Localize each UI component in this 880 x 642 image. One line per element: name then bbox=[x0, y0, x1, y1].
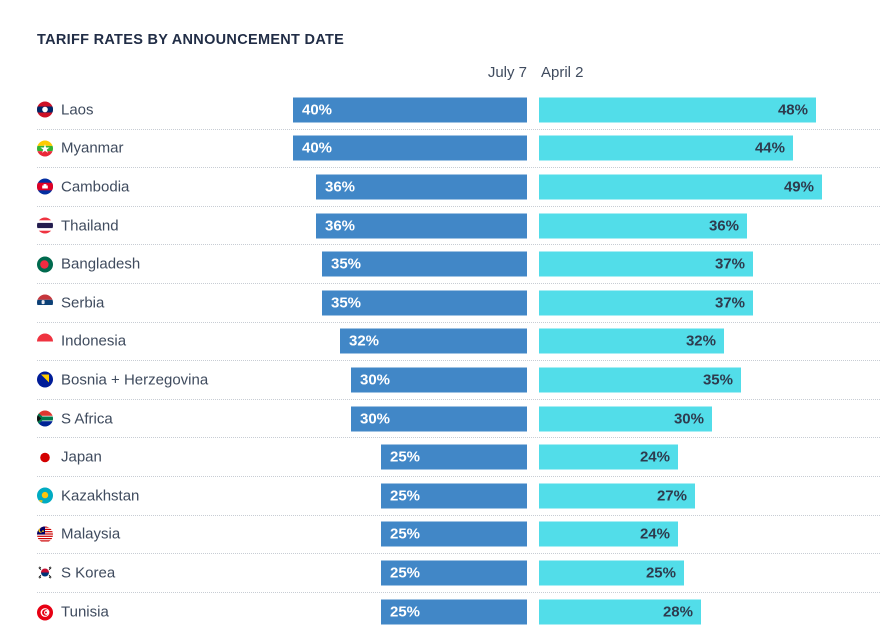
country-label: S Africa bbox=[61, 410, 113, 428]
july-bar: 25% bbox=[381, 599, 527, 625]
country-label: Indonesia bbox=[61, 332, 127, 350]
column-header-april2: April 2 bbox=[541, 64, 584, 81]
country-cell: Bosnia + Herzegovina bbox=[37, 371, 208, 388]
july-bar: 30% bbox=[351, 367, 527, 393]
april-bar: 28% bbox=[539, 599, 701, 625]
april-bar: 37% bbox=[539, 251, 753, 277]
malaysia-flag-icon bbox=[37, 526, 53, 543]
chart-title: TARIFF RATES BY ANNOUNCEMENT DATE bbox=[37, 32, 345, 48]
country-label: Malaysia bbox=[61, 525, 121, 543]
s-africa-flag-icon bbox=[37, 410, 53, 427]
table-row: Indonesia 32% 32% bbox=[37, 323, 880, 362]
july-bar: 32% bbox=[340, 328, 527, 354]
country-cell: Japan bbox=[37, 449, 102, 466]
table-row: Malaysia 25% 24% bbox=[37, 516, 880, 555]
july-bar: 25% bbox=[381, 483, 527, 509]
april-bar: 24% bbox=[539, 521, 678, 547]
country-cell: Tunisia bbox=[37, 604, 109, 621]
july-bar: 25% bbox=[381, 521, 527, 547]
july-bar: 35% bbox=[322, 290, 527, 316]
april-bar: 24% bbox=[539, 444, 678, 470]
indonesia-flag-icon bbox=[37, 333, 53, 350]
chart-rows: Laos 40% 48% Myanmar 40% 44% Cambodia 36… bbox=[37, 91, 880, 631]
country-cell: Cambodia bbox=[37, 178, 129, 195]
myanmar-flag-icon bbox=[37, 140, 53, 157]
country-label: Serbia bbox=[61, 294, 105, 312]
april-bar: 27% bbox=[539, 483, 695, 509]
country-label: Bangladesh bbox=[61, 255, 141, 273]
table-row: Japan 25% 24% bbox=[37, 438, 880, 477]
country-label: Kazakhstan bbox=[61, 487, 140, 505]
april-bar: 30% bbox=[539, 406, 712, 432]
country-cell: Malaysia bbox=[37, 526, 120, 543]
july-bar: 35% bbox=[322, 251, 527, 277]
country-label: Laos bbox=[61, 101, 94, 119]
table-row: Thailand 36% 36% bbox=[37, 207, 880, 246]
country-label: Bosnia + Herzegovina bbox=[61, 371, 209, 389]
country-label: S Korea bbox=[61, 564, 116, 582]
july-bar: 36% bbox=[316, 213, 527, 239]
april-bar: 32% bbox=[539, 328, 724, 354]
country-label: Japan bbox=[61, 448, 102, 466]
tunisia-flag-icon bbox=[37, 604, 53, 621]
s-korea-flag-icon bbox=[37, 564, 53, 581]
table-row: S Korea 25% 25% bbox=[37, 554, 880, 593]
july-bar: 25% bbox=[381, 444, 527, 470]
bosnia-flag-icon bbox=[37, 371, 53, 388]
july-bar: 40% bbox=[293, 135, 527, 161]
table-row: Serbia 35% 37% bbox=[37, 284, 880, 323]
kazakhstan-flag-icon bbox=[37, 487, 53, 504]
japan-flag-icon bbox=[37, 449, 53, 466]
july-bar: 30% bbox=[351, 406, 527, 432]
serbia-flag-icon bbox=[37, 294, 53, 311]
april-bar: 49% bbox=[539, 174, 822, 200]
country-cell: Bangladesh bbox=[37, 256, 140, 273]
april-bar: 44% bbox=[539, 135, 793, 161]
april-bar: 36% bbox=[539, 213, 747, 239]
country-cell: Laos bbox=[37, 101, 94, 118]
table-row: Cambodia 36% 49% bbox=[37, 168, 880, 207]
country-cell: S Africa bbox=[37, 410, 113, 427]
table-row: S Africa 30% 30% bbox=[37, 400, 880, 439]
july-bar: 36% bbox=[316, 174, 527, 200]
july-bar: 40% bbox=[293, 97, 527, 123]
laos-flag-icon bbox=[37, 101, 53, 118]
thailand-flag-icon bbox=[37, 217, 53, 234]
table-row: Bosnia + Herzegovina 30% 35% bbox=[37, 361, 880, 400]
july-bar: 25% bbox=[381, 560, 527, 586]
table-row: Myanmar 40% 44% bbox=[37, 130, 880, 169]
table-row: Kazakhstan 25% 27% bbox=[37, 477, 880, 516]
country-cell: Kazakhstan bbox=[37, 487, 139, 504]
country-label: Myanmar bbox=[61, 139, 124, 157]
country-cell: Thailand bbox=[37, 217, 119, 234]
april-bar: 35% bbox=[539, 367, 741, 393]
country-cell: Myanmar bbox=[37, 140, 124, 157]
bangladesh-flag-icon bbox=[37, 256, 53, 273]
april-bar: 48% bbox=[539, 97, 816, 123]
country-cell: S Korea bbox=[37, 564, 115, 581]
country-cell: Serbia bbox=[37, 294, 104, 311]
april-bar: 25% bbox=[539, 560, 684, 586]
country-label: Tunisia bbox=[61, 603, 109, 621]
cambodia-flag-icon bbox=[37, 178, 53, 195]
column-header-july7: July 7 bbox=[487, 64, 527, 81]
country-label: Cambodia bbox=[61, 178, 130, 196]
table-row: Laos 40% 48% bbox=[37, 91, 880, 130]
country-label: Thailand bbox=[61, 217, 119, 235]
april-bar: 37% bbox=[539, 290, 753, 316]
table-row: Tunisia 25% 28% bbox=[37, 593, 880, 632]
country-cell: Indonesia bbox=[37, 333, 126, 350]
table-row: Bangladesh 35% 37% bbox=[37, 245, 880, 284]
